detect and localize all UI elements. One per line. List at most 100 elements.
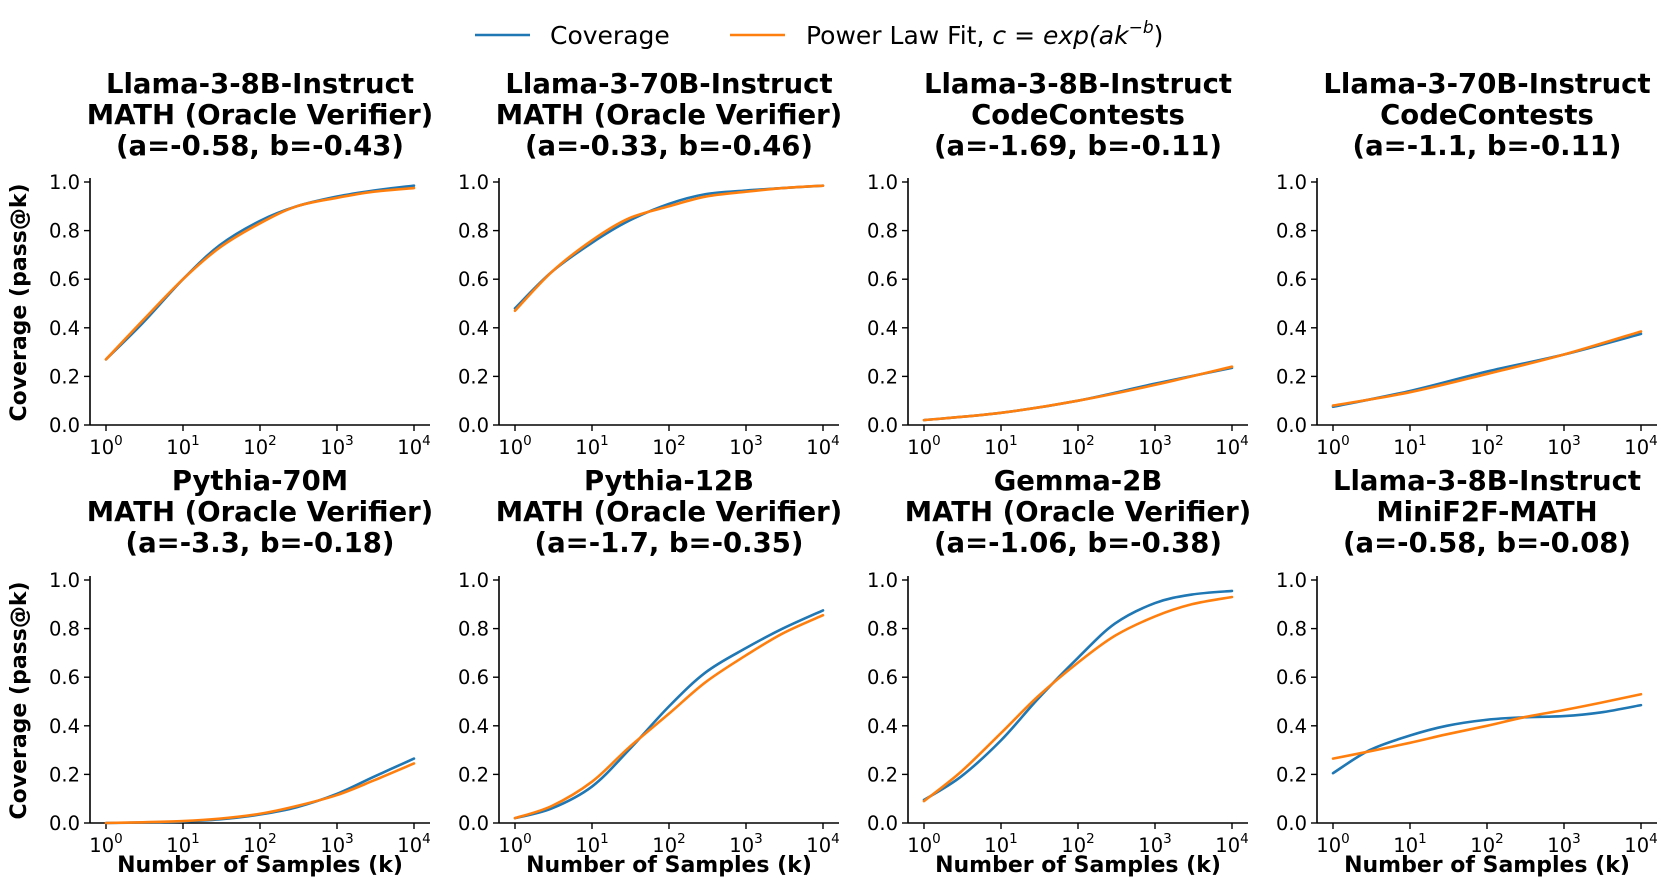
x-tick-label: 100 [907, 433, 940, 459]
panel-title-line: Llama-3-8B-Instruct [106, 68, 414, 100]
figure: Coverage Power Law Fit, c = exp(ak−b) Ll… [0, 0, 1661, 885]
y-tick-label: 0.6 [1276, 666, 1307, 689]
power-law-fit-line [106, 188, 414, 359]
x-tick-base: 10 [166, 436, 191, 459]
x-tick-base: 10 [806, 436, 831, 459]
x-axis-label: Number of Samples (k) [1344, 853, 1630, 878]
panel-title-line: (a=-1.06, b=-0.38) [934, 527, 1222, 559]
y-tick-label: 1.0 [1276, 569, 1307, 592]
x-tick-exponent: 2 [677, 831, 686, 847]
panel-title-line: (a=-0.33, b=-0.46) [525, 130, 813, 162]
y-tick-label: 1.0 [867, 171, 898, 194]
panel-title-line: Llama-3-70B-Instruct [1323, 68, 1650, 100]
panel-title-line: MATH (Oracle Verifier) [87, 496, 433, 528]
y-tick-label: 0.2 [1276, 763, 1307, 786]
x-tick-label: 104 [806, 433, 839, 459]
x-tick-label: 102 [243, 433, 276, 459]
x-tick-base: 10 [89, 834, 114, 857]
x-tick-exponent: 1 [1418, 433, 1427, 449]
y-tick-label: 0.0 [49, 812, 80, 835]
x-tick-exponent: 1 [1418, 831, 1427, 847]
x-tick-exponent: 0 [523, 433, 532, 449]
coverage-line [1333, 705, 1641, 773]
panel-7: Gemma-2BMATH (Oracle Verifier)(a=-1.06, … [867, 465, 1251, 878]
legend-fit-label-prefix: Power Law Fit, [806, 21, 992, 50]
x-tick-base: 10 [984, 436, 1009, 459]
y-tick-label: 0.4 [1276, 317, 1307, 340]
x-tick-base: 10 [1624, 436, 1649, 459]
x-tick-exponent: 2 [268, 831, 277, 847]
legend-fit-label-close: ) [1154, 21, 1164, 50]
y-tick-label: 0.2 [49, 763, 80, 786]
panel-title-line: Llama-3-8B-Instruct [924, 68, 1232, 100]
x-tick-exponent: 1 [191, 433, 200, 449]
x-tick-base: 10 [1547, 436, 1572, 459]
y-tick-label: 0.2 [458, 365, 489, 388]
y-tick-label: 0.0 [49, 414, 80, 437]
y-tick-label: 0.0 [458, 414, 489, 437]
y-tick-label: 0.4 [458, 715, 489, 738]
x-tick-exponent: 1 [1009, 433, 1018, 449]
y-tick-label: 0.8 [1276, 220, 1307, 243]
panel-title-line: (a=-1.69, b=-0.11) [934, 130, 1222, 162]
panel-title-line: Llama-3-8B-Instruct [1333, 465, 1641, 497]
x-tick-label: 100 [89, 433, 122, 459]
legend-coverage-label: Coverage [550, 21, 670, 50]
y-tick-label: 0.8 [867, 220, 898, 243]
x-tick-base: 10 [1393, 436, 1418, 459]
power-law-fit-line [1333, 331, 1641, 405]
y-tick-label: 0.8 [458, 220, 489, 243]
x-tick-base: 10 [243, 436, 268, 459]
panel-title-line: CodeContests [1380, 99, 1594, 131]
x-axis-label: Number of Samples (k) [526, 853, 812, 878]
x-tick-exponent: 0 [114, 433, 123, 449]
x-tick-exponent: 1 [191, 831, 200, 847]
x-tick-base: 10 [397, 436, 422, 459]
legend: Coverage Power Law Fit, c = exp(ak−b) [475, 18, 1163, 50]
x-tick-base: 10 [1470, 436, 1495, 459]
x-tick-exponent: 2 [1495, 831, 1504, 847]
panel-title-line: MATH (Oracle Verifier) [87, 99, 433, 131]
x-tick-exponent: 0 [932, 831, 941, 847]
y-tick-label: 0.6 [867, 666, 898, 689]
coverage-line [924, 591, 1232, 800]
y-tick-label: 0.4 [49, 317, 80, 340]
x-tick-exponent: 3 [1572, 831, 1581, 847]
x-tick-label: 104 [397, 433, 430, 459]
y-tick-label: 0.8 [49, 618, 80, 641]
x-tick-exponent: 3 [345, 433, 354, 449]
x-tick-base: 10 [907, 834, 932, 857]
y-tick-label: 0.8 [49, 220, 80, 243]
x-tick-base: 10 [729, 436, 754, 459]
panel-5: Pythia-70MMATH (Oracle Verifier)(a=-3.3,… [7, 465, 433, 878]
power-law-fit-line [924, 367, 1232, 420]
panel-title-line: Pythia-12B [584, 465, 754, 497]
x-axis-label: Number of Samples (k) [117, 853, 403, 878]
y-tick-label: 0.4 [867, 715, 898, 738]
coverage-line [515, 186, 823, 309]
legend-fit-label-math: c = exp(ak [992, 21, 1130, 50]
panel-4: Llama-3-70B-InstructCodeContests(a=-1.1,… [1276, 68, 1658, 459]
x-tick-exponent: 4 [1649, 831, 1658, 847]
x-tick-exponent: 3 [1163, 831, 1172, 847]
y-tick-label: 1.0 [867, 569, 898, 592]
panel-3: Llama-3-8B-InstructCodeContests(a=-1.69,… [867, 68, 1249, 459]
x-tick-base: 10 [1316, 834, 1341, 857]
x-tick-label: 102 [652, 433, 685, 459]
x-tick-label: 100 [498, 433, 531, 459]
panel-title-line: (a=-1.1, b=-0.11) [1353, 130, 1622, 162]
panel-title-line: (a=-0.58, b=-0.08) [1343, 527, 1631, 559]
y-axis-label: Coverage (pass@k) [7, 581, 32, 819]
panel-title-line: CodeContests [971, 99, 1185, 131]
x-tick-exponent: 0 [523, 831, 532, 847]
x-tick-exponent: 4 [1240, 831, 1249, 847]
x-tick-label: 101 [166, 433, 199, 459]
y-tick-label: 0.2 [1276, 365, 1307, 388]
y-tick-label: 1.0 [49, 171, 80, 194]
x-axis-label: Number of Samples (k) [935, 853, 1221, 878]
x-tick-exponent: 4 [831, 831, 840, 847]
y-tick-label: 1.0 [458, 171, 489, 194]
